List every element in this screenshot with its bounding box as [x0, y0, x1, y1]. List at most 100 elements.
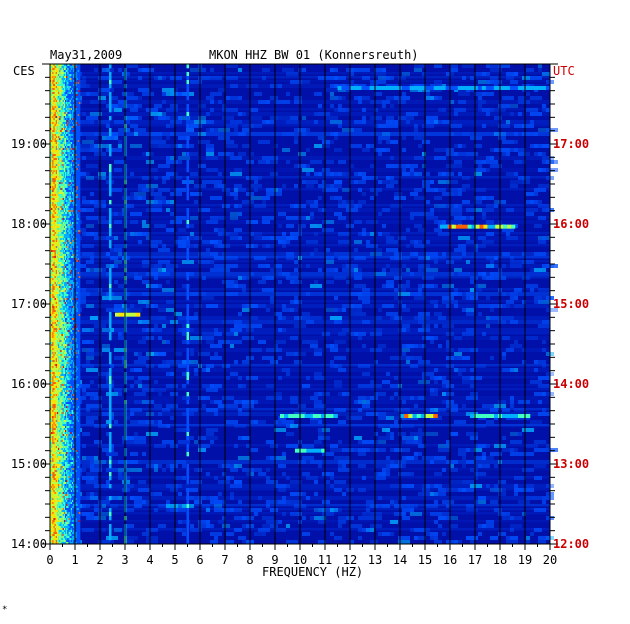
noise-cell	[338, 104, 342, 108]
low-frequency-cell	[66, 168, 68, 171]
low-frequency-cell	[73, 134, 75, 137]
noise-cell	[82, 112, 86, 116]
noise-cell	[106, 104, 118, 108]
low-frequency-cell	[56, 186, 59, 189]
low-frequency-cell	[69, 204, 72, 207]
noise-cell	[250, 232, 254, 236]
low-frequency-cell	[70, 212, 73, 215]
low-frequency-cell	[68, 224, 70, 227]
low-frequency-cell	[78, 146, 81, 149]
low-frequency-cell	[63, 174, 66, 177]
low-frequency-cell	[56, 158, 59, 161]
low-frequency-cell	[55, 152, 58, 155]
low-frequency-cell	[73, 74, 75, 77]
noise-cell	[250, 176, 262, 180]
noise-cell	[278, 520, 282, 524]
noise-cell	[206, 364, 214, 368]
noise-cell	[338, 332, 346, 336]
low-frequency-cell	[78, 112, 81, 115]
low-frequency-cell	[68, 234, 70, 237]
noise-cell	[374, 448, 386, 452]
low-frequency-cell	[59, 142, 61, 145]
low-frequency-cell	[71, 98, 74, 101]
low-frequency-cell	[77, 72, 80, 75]
noise-cell	[450, 468, 458, 472]
low-frequency-cell	[71, 138, 74, 141]
low-frequency-cell	[55, 142, 58, 145]
low-frequency-cell	[54, 172, 57, 175]
low-frequency-cell	[65, 204, 67, 207]
low-frequency-cell	[51, 118, 53, 121]
noise-cell	[86, 368, 98, 372]
low-frequency-cell	[53, 160, 55, 163]
low-frequency-cell	[69, 116, 72, 119]
noise-cell	[230, 236, 242, 240]
noise-cell	[222, 464, 234, 468]
low-frequency-cell	[52, 190, 54, 193]
noise-cell	[266, 264, 270, 268]
noise-cell	[230, 156, 242, 160]
noise-cell	[398, 540, 410, 544]
noise-cell	[334, 268, 338, 272]
low-frequency-cell	[78, 176, 81, 179]
noise-cell	[542, 108, 550, 112]
low-frequency-cell	[65, 200, 67, 203]
noise-cell	[450, 480, 462, 484]
low-frequency-cell	[77, 70, 80, 73]
low-frequency-cell	[51, 102, 53, 105]
low-frequency-cell	[56, 168, 59, 171]
noise-cell	[158, 144, 170, 148]
low-frequency-cell	[59, 184, 61, 187]
low-frequency-cell	[76, 112, 78, 115]
low-frequency-cell	[77, 118, 80, 121]
low-frequency-cell	[54, 132, 57, 135]
noise-cell	[190, 348, 194, 352]
low-frequency-cell	[67, 116, 69, 119]
noise-cell	[138, 384, 142, 388]
low-frequency-cell	[62, 126, 65, 129]
noise-cell	[186, 152, 198, 156]
noise-cell	[390, 460, 394, 464]
low-frequency-cell	[56, 118, 59, 121]
low-frequency-cell	[68, 166, 70, 169]
low-frequency-cell	[62, 90, 65, 93]
low-frequency-cell	[61, 198, 63, 201]
low-frequency-cell	[65, 166, 67, 169]
low-frequency-cell	[75, 240, 77, 243]
noise-cell	[130, 144, 142, 148]
noise-cell	[82, 208, 86, 212]
low-frequency-cell	[69, 90, 72, 93]
noise-cell	[110, 296, 122, 300]
low-frequency-cell	[63, 202, 66, 205]
noise-cell	[410, 240, 418, 244]
low-frequency-cell	[58, 180, 60, 183]
noise-cell	[362, 320, 370, 324]
low-frequency-cell	[52, 136, 54, 139]
noise-cell	[86, 480, 98, 484]
low-frequency-cell	[69, 182, 72, 185]
low-frequency-cell	[61, 230, 63, 233]
low-frequency-cell	[63, 144, 66, 147]
low-frequency-cell	[69, 178, 72, 181]
noise-cell	[354, 204, 362, 208]
low-frequency-cell	[55, 74, 58, 77]
low-frequency-cell	[76, 132, 78, 135]
noise-cell	[298, 164, 306, 168]
low-frequency-cell	[67, 104, 69, 107]
noise-cell	[98, 512, 110, 516]
spectrogram-features	[50, 64, 551, 545]
low-frequency-cell	[63, 182, 66, 185]
noise-cell	[402, 504, 414, 508]
low-frequency-cell	[75, 182, 77, 185]
low-frequency-cell	[58, 184, 60, 187]
low-frequency-cell	[77, 96, 80, 99]
low-frequency-cell	[65, 126, 67, 129]
noise-cell	[106, 484, 110, 488]
noise-cell	[230, 212, 242, 216]
low-frequency-cell	[75, 214, 77, 217]
noise-cell	[482, 212, 486, 216]
low-frequency-cell	[53, 100, 55, 103]
low-frequency-cell	[51, 124, 53, 127]
low-frequency-cell	[71, 116, 74, 119]
low-frequency-cell	[77, 190, 80, 193]
